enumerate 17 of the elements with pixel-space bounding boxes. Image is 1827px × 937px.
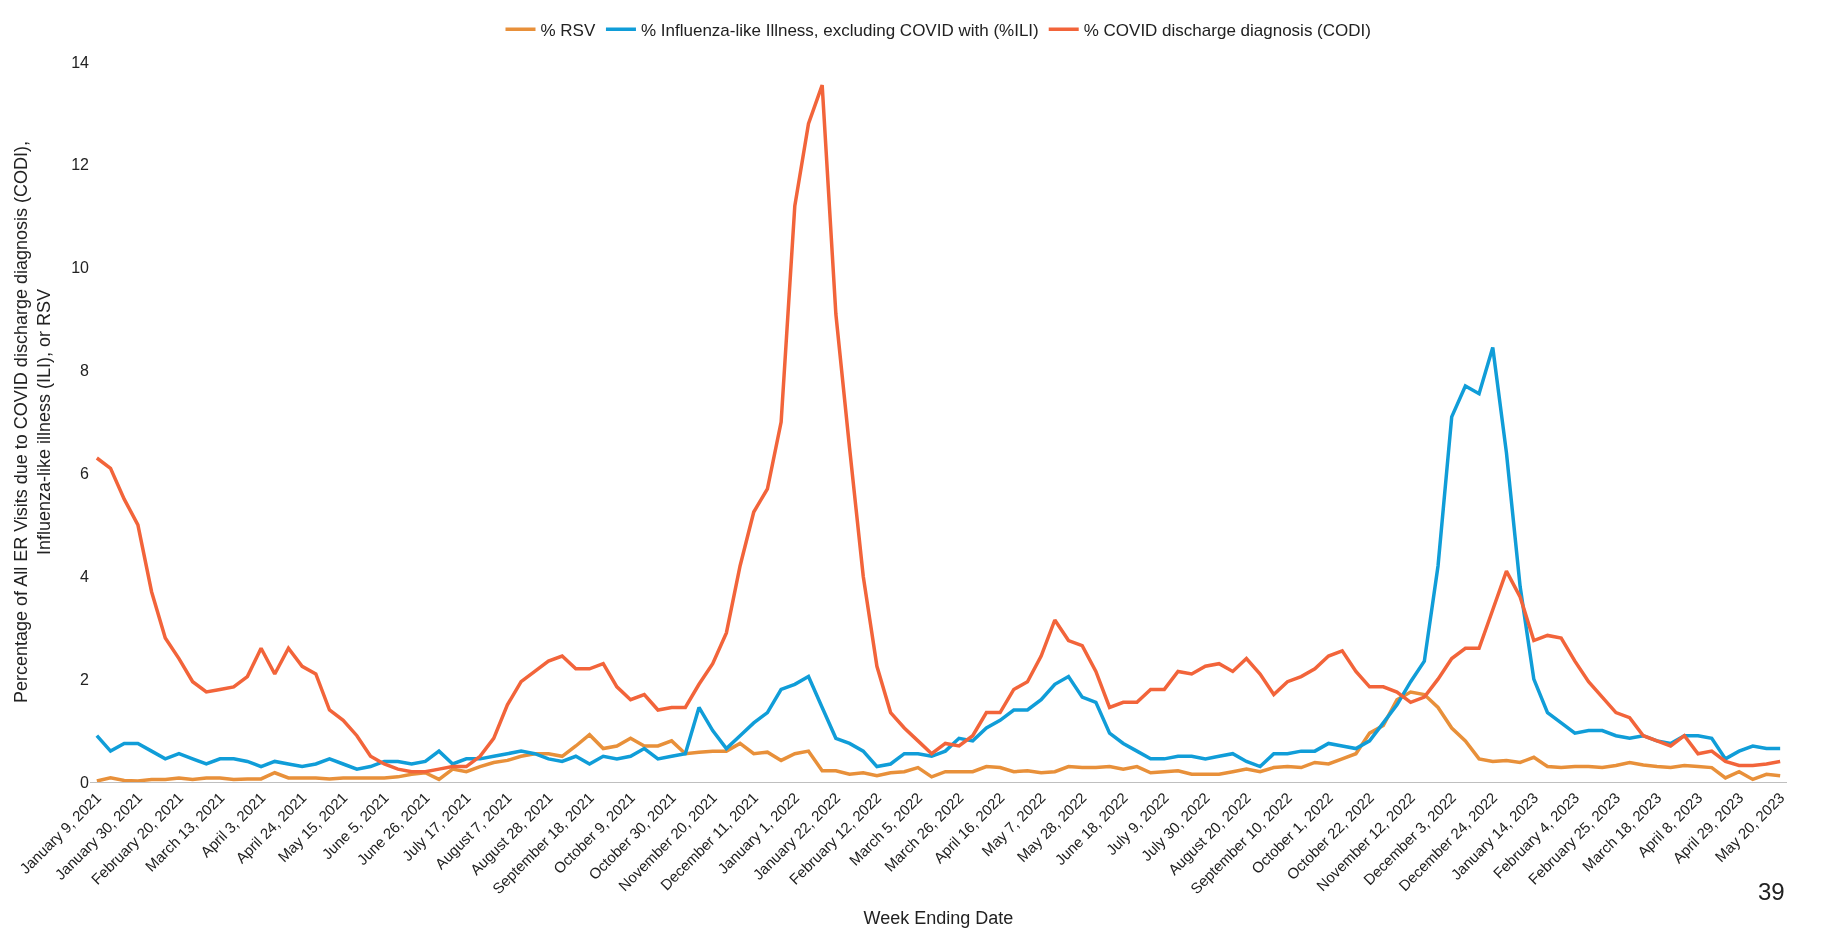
text: 39 — [1758, 878, 1785, 905]
legend-label: % RSV — [540, 20, 596, 40]
y-tick-label: 6 — [80, 465, 90, 483]
y-tick-label: 2 — [80, 670, 90, 688]
y-tick-label: 12 — [71, 156, 90, 174]
line-series — [95, 690, 1782, 782]
x-axis-title: Week Ending Date — [863, 908, 1014, 929]
y-tick-label: 8 — [80, 362, 90, 380]
y-tick-label: 0 — [80, 773, 90, 791]
y-axis-title: Percentage of All ER Visits due to COVID discharge diagnosis (CODI), Influenza-like illness (ILI), or RSV — [11, 141, 55, 703]
line-series — [95, 83, 1782, 774]
legend-label: % COVID discharge diagnosis (CODI) — [1083, 20, 1371, 40]
legend-label: % Influenza-like Illness, excluding COVID with (%ILI) — [640, 20, 1039, 40]
y-tick-label: 14 — [71, 53, 90, 71]
y-tick-label: 4 — [80, 567, 90, 585]
y-tick-label: 10 — [71, 259, 90, 277]
line-series — [95, 345, 1782, 771]
